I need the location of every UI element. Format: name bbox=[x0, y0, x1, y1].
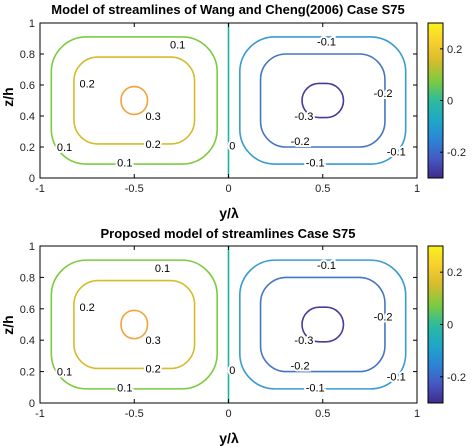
contour-label: 0.2 bbox=[79, 302, 94, 314]
plot-area-top: 0.1 0.1 0.1 0.2 0.2 0.3 -0.1 -0.1 -0.1 -0.2 -0.2 -0… bbox=[20, 18, 420, 195]
contour-label: -0.2 bbox=[374, 88, 393, 100]
contour-line bbox=[301, 82, 345, 119]
contour-label: -0.1 bbox=[317, 260, 336, 272]
plot-area-bottom: 0.1 0.1 0.1 0.2 0.2 0.3 -0.1 -0.1 -0.1 -0.2 -0.2 -0… bbox=[20, 241, 420, 420]
colorbar-bottom: 0.2 0 -0.2 bbox=[427, 245, 466, 404]
colorbar-tick-label: -0.2 bbox=[447, 372, 466, 384]
x-tick-label: 0.5 bbox=[315, 183, 330, 195]
y-tick-label: 0.8 bbox=[20, 49, 35, 61]
contour-label: 0 bbox=[229, 140, 235, 152]
contour-label: -0.2 bbox=[374, 312, 393, 324]
colorbar-tick-label: -0.2 bbox=[447, 147, 466, 159]
y-tick-label: 0.4 bbox=[20, 111, 35, 123]
y-tick-label: 0 bbox=[29, 398, 35, 410]
y-tick-label: 0.6 bbox=[20, 304, 35, 316]
contour-line bbox=[259, 53, 386, 148]
colorbar-tick-label: 0.2 bbox=[447, 267, 462, 279]
contour-label: -0.1 bbox=[387, 147, 406, 159]
x-tick-label: 1 bbox=[414, 408, 420, 420]
colorbar-tick-label: 0 bbox=[447, 320, 453, 332]
y-tick-label: 1 bbox=[29, 18, 35, 30]
contour-line bbox=[73, 279, 196, 370]
contour-line bbox=[73, 56, 196, 145]
contour-label: -0.1 bbox=[306, 382, 325, 394]
x-tick-label: -1 bbox=[35, 408, 45, 420]
contour-line bbox=[259, 276, 386, 373]
y-tick-label: 1 bbox=[29, 241, 35, 253]
contour-label: -0.1 bbox=[317, 37, 336, 49]
y-tick-label: 0.2 bbox=[20, 367, 35, 379]
contour-label: 0.1 bbox=[155, 263, 170, 275]
contour-label: 0.1 bbox=[57, 142, 72, 154]
chart-bottom: Proposed model of streamlines Case S75 0… bbox=[0, 226, 466, 446]
contour-label: -0.1 bbox=[306, 158, 325, 170]
contour-line bbox=[301, 306, 345, 343]
x-axis-label-bottom: y/λ bbox=[219, 430, 239, 446]
x-tick-label: 0.5 bbox=[315, 408, 330, 420]
x-tick-label: 1 bbox=[414, 183, 420, 195]
contour-label: 0.2 bbox=[145, 139, 160, 151]
colorbar-top: 0.2 0 -0.2 bbox=[427, 22, 466, 179]
contour-label: 0 bbox=[229, 365, 235, 377]
y-tick-label: 0.6 bbox=[20, 80, 35, 92]
contour-label: 0.3 bbox=[145, 111, 160, 123]
contour-line bbox=[239, 259, 407, 390]
x-axis-label-top: y/λ bbox=[219, 205, 239, 221]
contour-label: 0.1 bbox=[117, 158, 132, 170]
chart-top: Model of streamlines of Wang and Cheng(2… bbox=[0, 2, 466, 221]
y-axis-label-top: z/h bbox=[0, 87, 16, 106]
x-tick-label: -1 bbox=[35, 183, 45, 195]
contour-label: 0.2 bbox=[79, 78, 94, 90]
contour-label: -0.1 bbox=[387, 371, 406, 383]
y-tick-label: 0.8 bbox=[20, 272, 35, 284]
contour-label: -0.3 bbox=[294, 335, 313, 347]
contour-label: 0.3 bbox=[145, 335, 160, 347]
contour-label: 0.1 bbox=[170, 40, 185, 52]
colorbar-tick-label: 0 bbox=[447, 96, 453, 108]
contour-label: -0.2 bbox=[291, 360, 310, 372]
contour-label: 0.1 bbox=[117, 382, 132, 394]
contour-label: -0.3 bbox=[294, 111, 313, 123]
x-tick-label: -0.5 bbox=[125, 183, 144, 195]
chart-title-bottom: Proposed model of streamlines Case S75 bbox=[100, 226, 355, 241]
chart-title-top: Model of streamlines of Wang and Cheng(2… bbox=[51, 2, 405, 17]
contour-line bbox=[50, 36, 218, 165]
contour-line bbox=[120, 85, 149, 116]
contour-line bbox=[120, 309, 149, 340]
contour-line bbox=[239, 36, 407, 165]
contour-label: 0.2 bbox=[145, 363, 160, 375]
x-tick-label: 0 bbox=[225, 183, 231, 195]
x-tick-label: 0 bbox=[225, 408, 231, 420]
colorbar-tick-label: 0.2 bbox=[447, 44, 462, 56]
y-axis-label-bottom: z/h bbox=[0, 315, 16, 334]
y-tick-label: 0.2 bbox=[20, 142, 35, 154]
contour-label: -0.2 bbox=[291, 136, 310, 148]
contour-line bbox=[50, 259, 218, 390]
y-tick-label: 0.4 bbox=[20, 335, 35, 347]
y-tick-label: 0 bbox=[29, 173, 35, 185]
x-tick-label: -0.5 bbox=[125, 408, 144, 420]
contour-label: 0.1 bbox=[57, 367, 72, 379]
